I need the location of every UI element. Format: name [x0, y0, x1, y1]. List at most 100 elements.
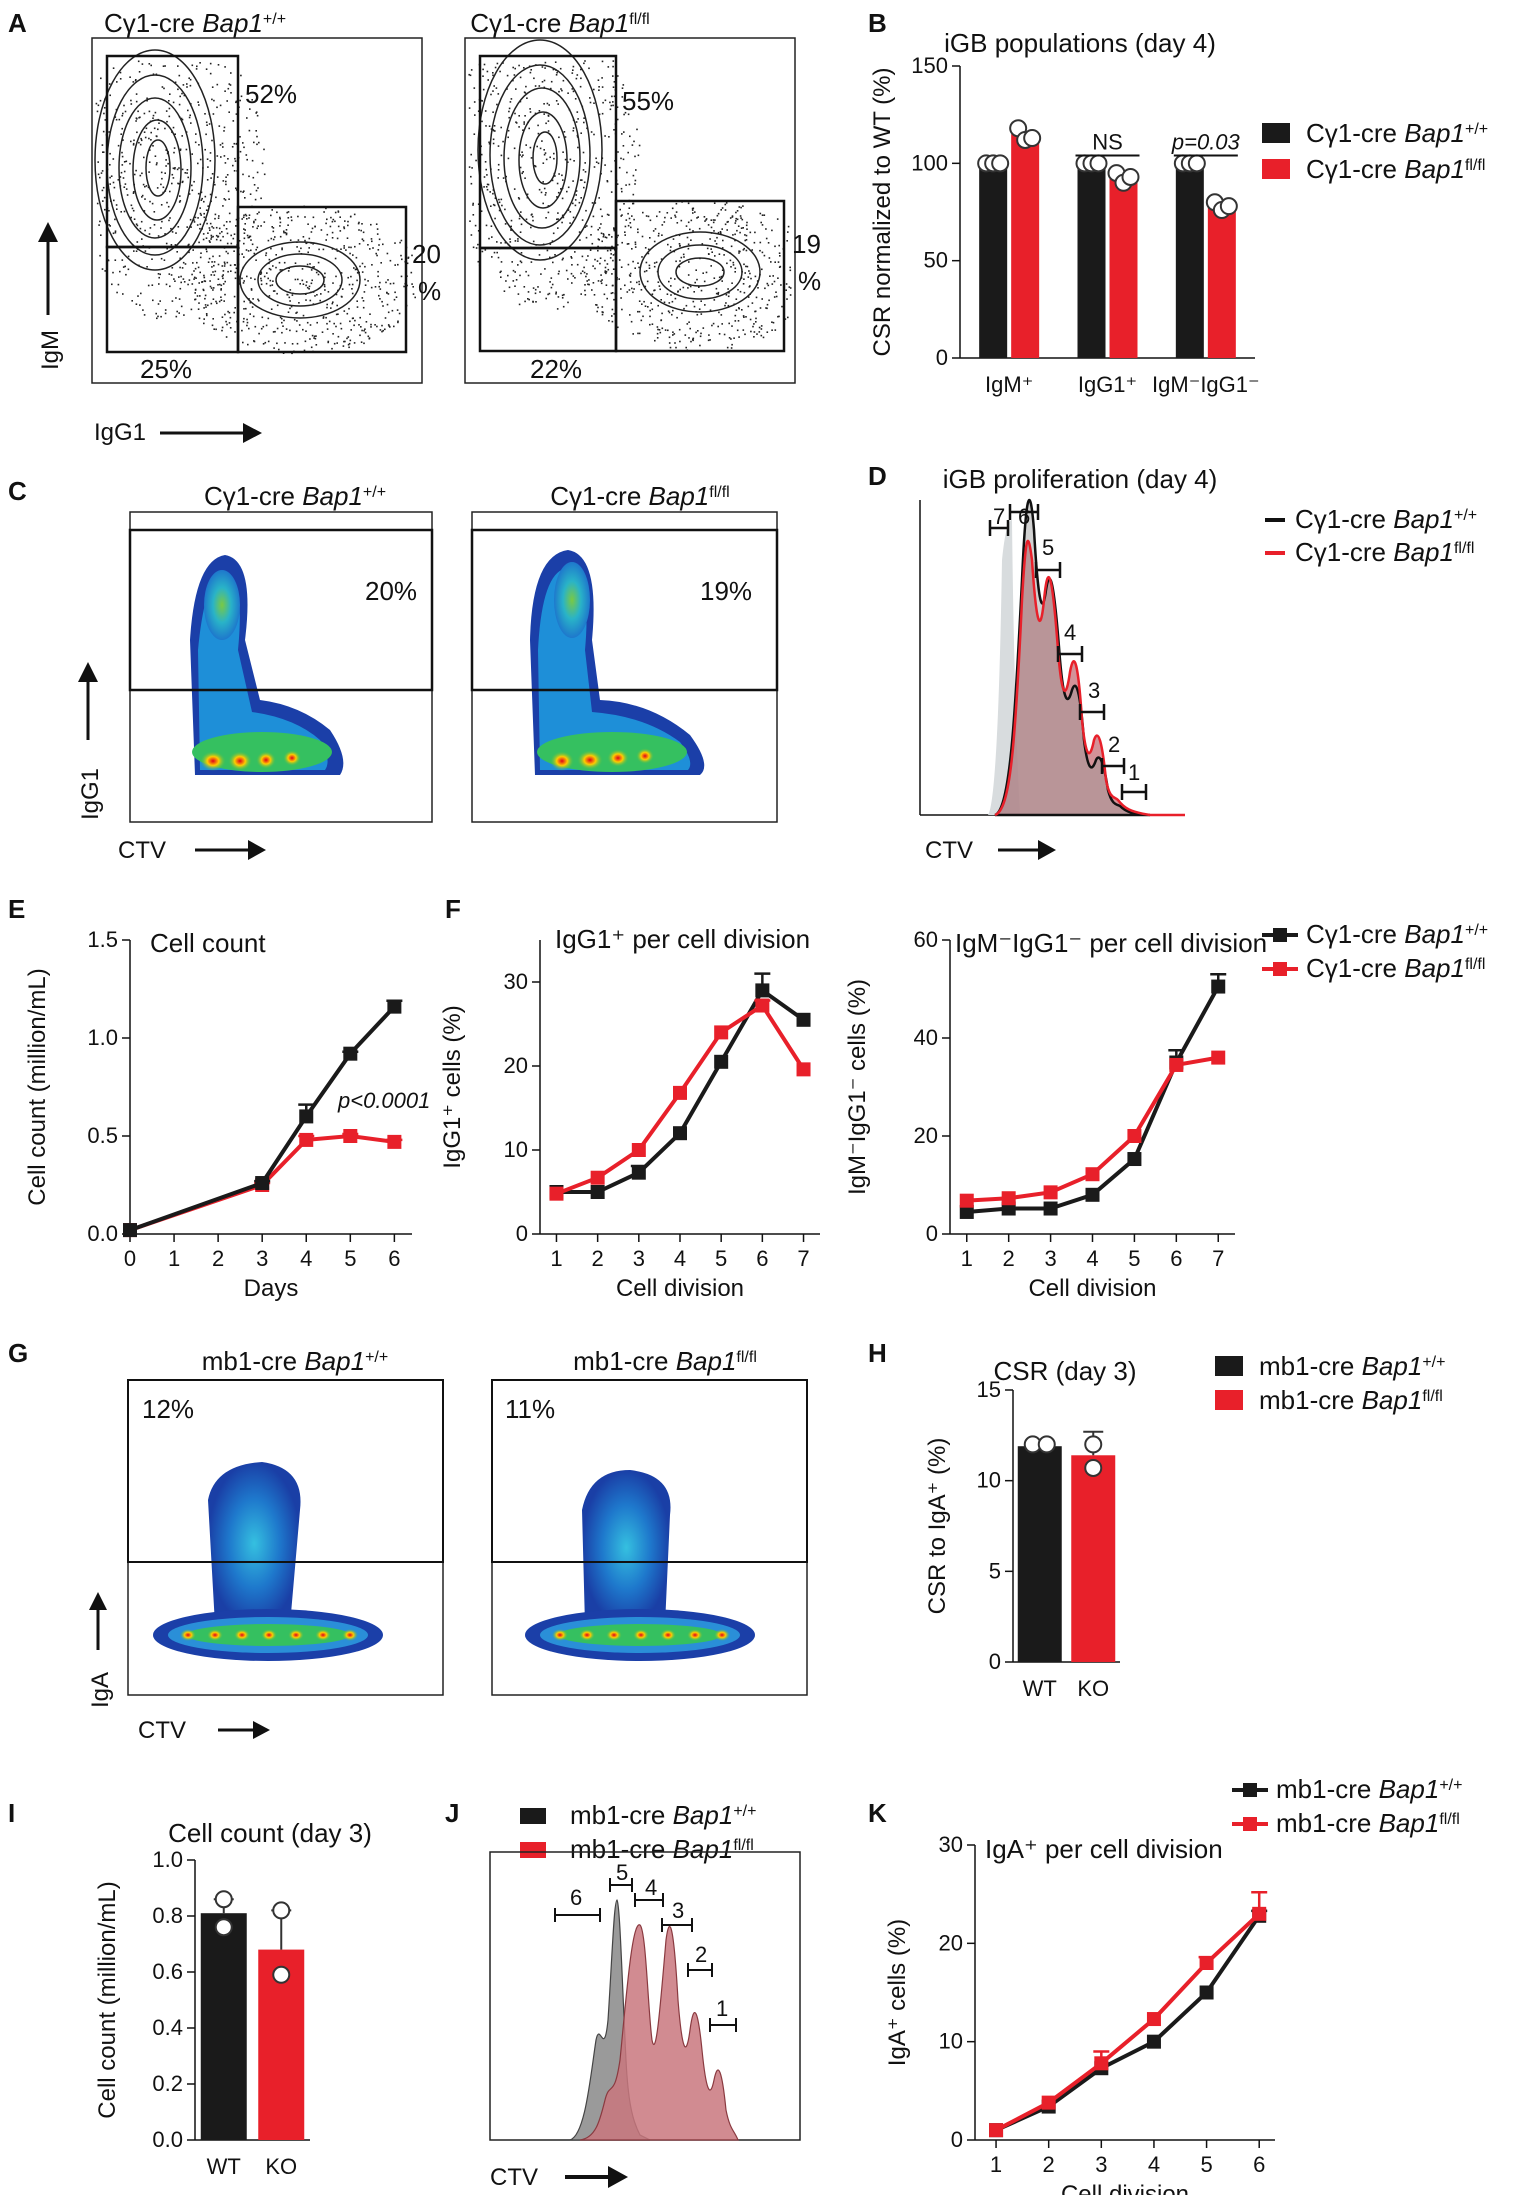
- event-dot: [712, 322, 715, 325]
- event-dot: [545, 192, 547, 194]
- event-dot: [580, 272, 582, 275]
- event-dot: [386, 303, 389, 306]
- event-dot: [246, 218, 248, 220]
- event-dot: [512, 66, 514, 69]
- event-dot: [743, 316, 745, 318]
- event-dot: [242, 341, 244, 344]
- event-dot: [604, 236, 607, 238]
- event-dot: [171, 300, 174, 302]
- event-dot: [312, 216, 315, 219]
- plot-frame: [471, 511, 778, 823]
- event-dot: [204, 113, 206, 115]
- event-dot: [638, 300, 641, 302]
- event-dot: [197, 162, 199, 165]
- event-dot: [613, 313, 615, 315]
- event-dot: [152, 73, 155, 75]
- event-dot: [283, 319, 285, 322]
- event-dot: [267, 317, 270, 320]
- event-dot: [230, 234, 232, 237]
- event-dot: [289, 307, 291, 310]
- event-dot: [717, 231, 720, 234]
- event-dot: [766, 331, 769, 333]
- event-dot: [198, 241, 200, 244]
- event-dot: [560, 88, 562, 90]
- event-dot: [742, 315, 745, 317]
- event-dot: [472, 214, 475, 216]
- event-dot: [545, 217, 547, 219]
- event-dot: [627, 263, 630, 266]
- x-tick-label: 3: [256, 1246, 268, 1271]
- event-dot: [279, 316, 282, 319]
- event-dot: [523, 121, 525, 123]
- event-dot: [741, 218, 744, 221]
- event-dot: [203, 318, 205, 320]
- event-dot: [502, 177, 505, 179]
- event-dot: [270, 214, 272, 217]
- event-dot: [157, 235, 160, 237]
- y-tick-label: 150: [911, 53, 948, 78]
- event-dot: [144, 198, 146, 200]
- event-dot: [323, 285, 326, 288]
- event-dot: [115, 204, 118, 206]
- event-dot: [555, 293, 557, 295]
- event-dot: [717, 293, 719, 295]
- event-dot: [634, 241, 637, 244]
- event-dot: [468, 166, 471, 168]
- event-dot: [527, 298, 529, 300]
- event-dot: [351, 288, 353, 290]
- event-dot: [218, 227, 221, 230]
- density-hotspot: [579, 1629, 595, 1641]
- event-dot: [744, 272, 746, 274]
- event-dot: [99, 176, 101, 179]
- event-dot: [314, 295, 316, 297]
- event-dot: [607, 66, 610, 68]
- event-dot: [716, 236, 718, 239]
- event-dot: [362, 231, 365, 234]
- data-point-ko: [343, 1129, 358, 1143]
- event-dot: [633, 218, 635, 221]
- event-dot: [246, 321, 249, 324]
- event-dot: [687, 287, 689, 289]
- event-dot: [780, 284, 782, 286]
- event-dot: [686, 236, 689, 239]
- event-dot: [583, 62, 585, 65]
- event-dot: [497, 177, 499, 179]
- event-dot: [289, 300, 291, 302]
- event-dot: [112, 181, 115, 184]
- event-dot: [718, 333, 721, 335]
- event-dot: [668, 311, 671, 314]
- event-dot: [598, 239, 600, 241]
- event-dot: [624, 231, 626, 233]
- event-dot: [484, 249, 487, 251]
- event-dot: [143, 210, 146, 212]
- event-dot: [232, 120, 235, 122]
- event-dot: [497, 256, 500, 259]
- event-dot: [634, 267, 636, 269]
- event-dot: [777, 277, 779, 279]
- event-dot: [164, 312, 167, 315]
- event-dot: [347, 224, 349, 227]
- event-dot: [341, 288, 344, 290]
- event-dot: [183, 94, 186, 97]
- event-dot: [135, 93, 138, 95]
- chart-title: Cell count: [150, 928, 266, 958]
- event-dot: [229, 264, 232, 267]
- event-dot: [647, 306, 649, 308]
- panel-label-e: E: [8, 894, 25, 924]
- event-dot: [582, 151, 585, 154]
- event-dot: [290, 305, 293, 308]
- event-dot: [720, 209, 722, 211]
- event-dot: [255, 248, 257, 251]
- event-dot: [215, 226, 218, 229]
- event-dot: [586, 273, 588, 275]
- event-dot: [180, 305, 183, 308]
- event-dot: [621, 190, 623, 193]
- event-dot: [611, 284, 614, 287]
- event-dot: [256, 171, 259, 174]
- event-dot: [332, 282, 334, 284]
- event-dot: [784, 318, 787, 320]
- event-dot: [595, 157, 597, 160]
- event-dot: [207, 304, 209, 307]
- event-dot: [391, 309, 394, 312]
